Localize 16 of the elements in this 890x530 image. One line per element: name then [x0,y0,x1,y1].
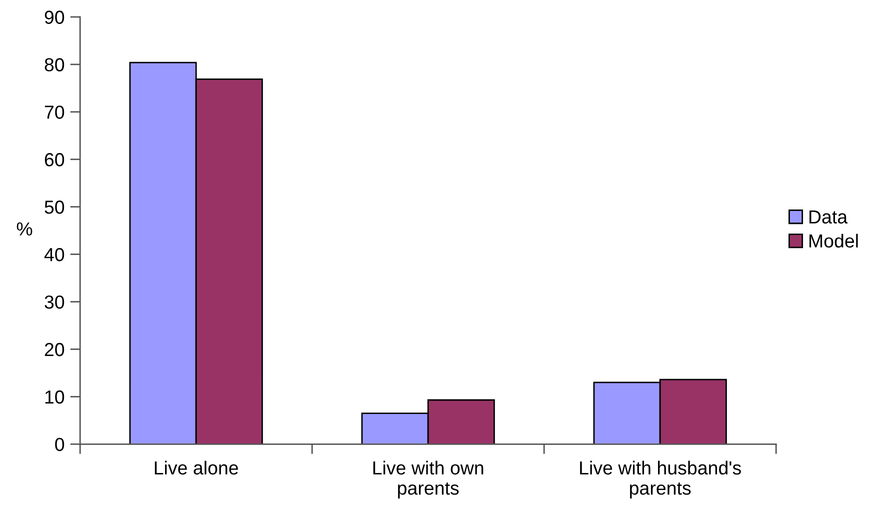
legend-label: Data [809,210,848,224]
y-tick-label: 90 [44,10,64,24]
y-tick-label: 60 [44,153,64,166]
legend-label: Model [809,234,858,248]
y-tick-label: 0 [55,438,64,452]
y-tick-label: 50 [44,200,64,214]
x-tick-label: Live with own parents [373,460,484,498]
x-tick-label: Live alone [154,460,238,475]
y-tick-label: 30 [44,295,64,309]
y-tick-label: 70 [44,106,64,119]
y-tick-label: 20 [44,342,64,356]
y-tick-label: 10 [45,390,64,404]
y-tick-label: 80 [44,58,64,72]
x-tick-label: Live with husband's parents [580,460,741,498]
y-axis-title: % [16,222,32,236]
y-tick-label: 40 [44,248,64,262]
